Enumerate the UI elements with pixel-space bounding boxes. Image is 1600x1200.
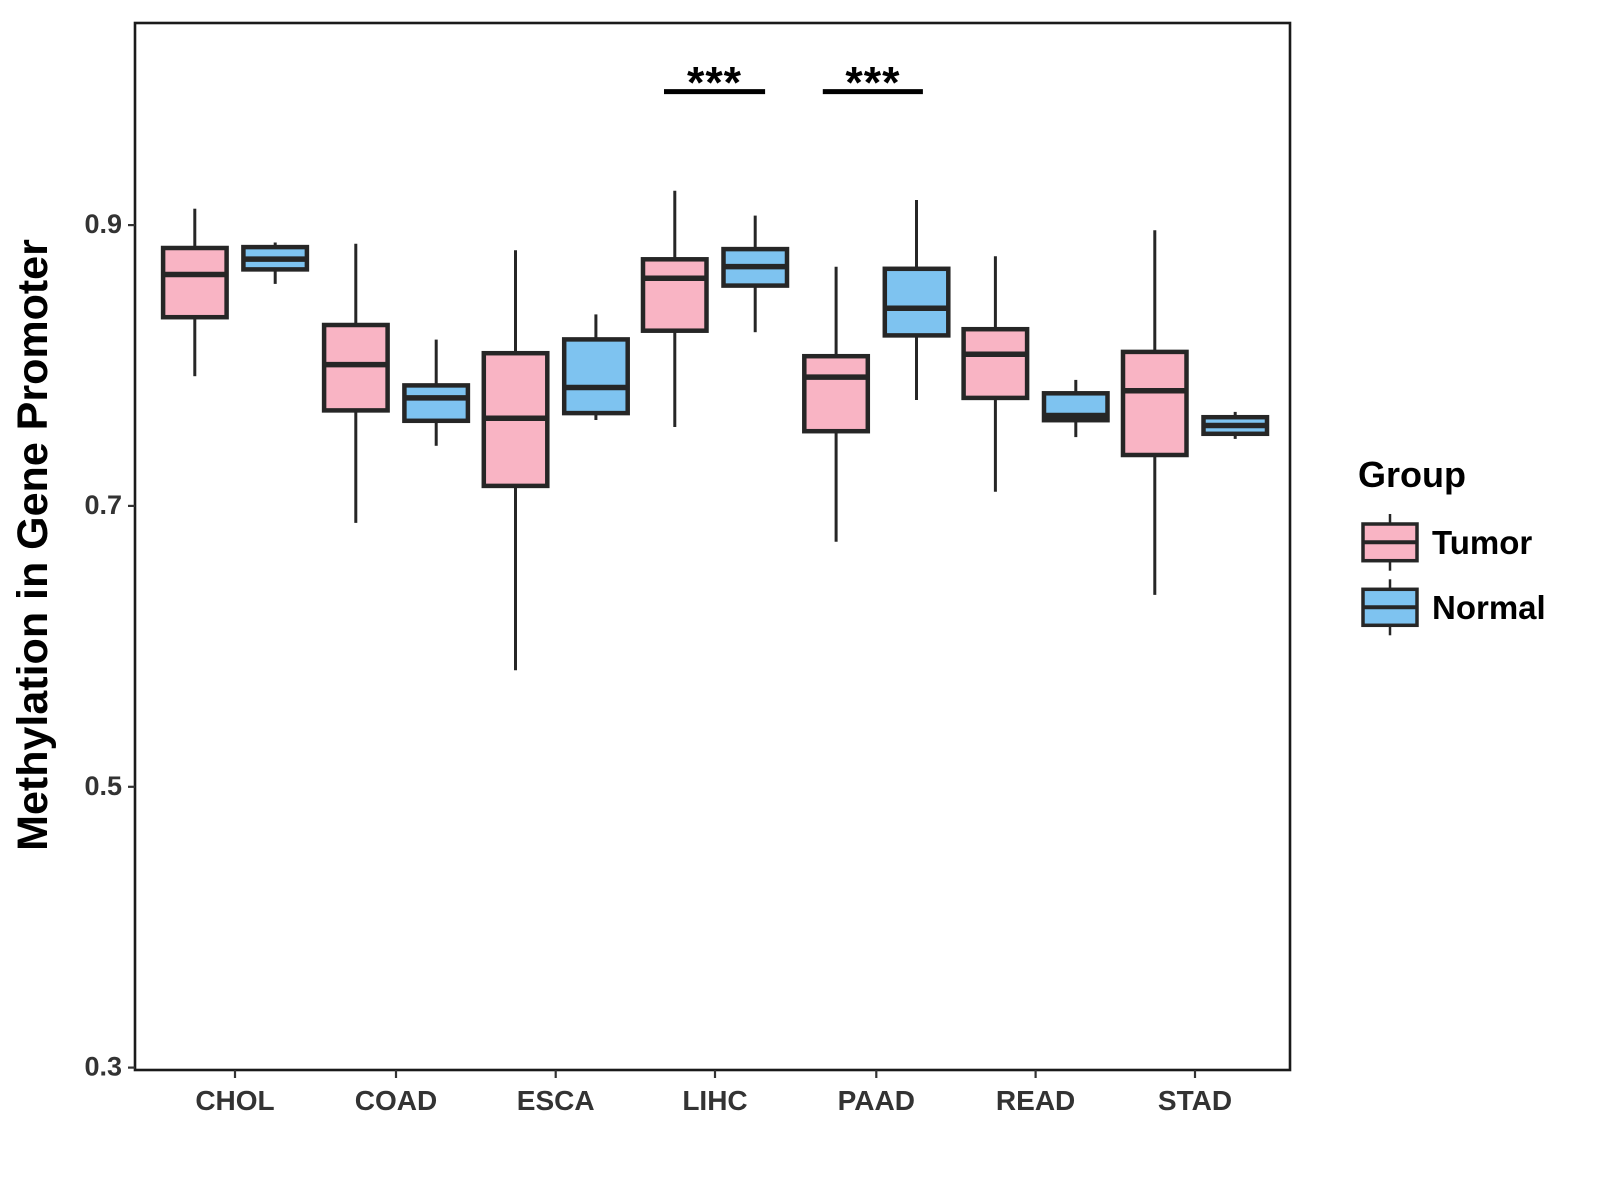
svg-text:0.3: 0.3 [84,1052,122,1082]
svg-text:CHOL: CHOL [195,1085,274,1116]
svg-text:***: *** [687,59,742,108]
svg-text:PAAD: PAAD [838,1085,915,1116]
svg-text:Methylation in Gene Promoter: Methylation in Gene Promoter [9,239,57,851]
svg-text:Tumor: Tumor [1432,524,1532,561]
svg-text:COAD: COAD [355,1085,437,1116]
svg-text:Normal: Normal [1432,589,1546,626]
svg-text:***: *** [845,59,900,108]
svg-text:Group: Group [1358,454,1466,495]
svg-text:ESCA: ESCA [517,1085,595,1116]
svg-text:0.5: 0.5 [84,771,122,801]
svg-text:0.7: 0.7 [84,490,122,520]
svg-text:LIHC: LIHC [682,1085,747,1116]
svg-text:0.9: 0.9 [84,209,122,239]
svg-text:READ: READ [996,1085,1075,1116]
svg-text:STAD: STAD [1158,1085,1232,1116]
